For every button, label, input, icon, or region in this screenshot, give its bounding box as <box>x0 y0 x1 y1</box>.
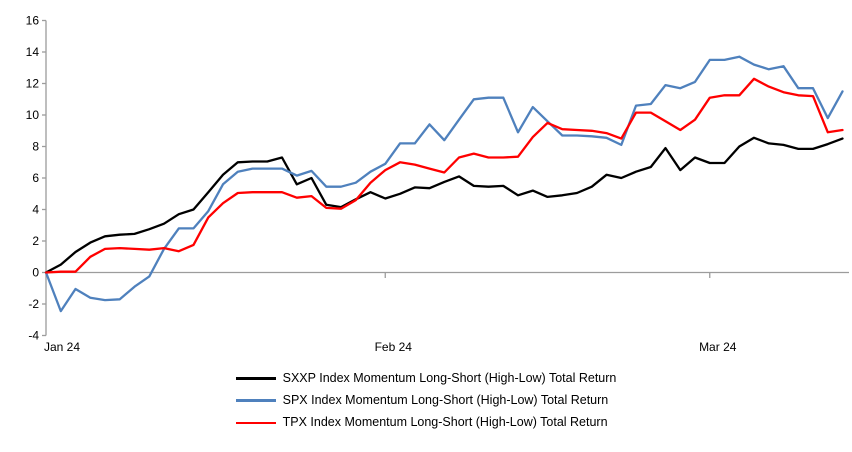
chart-legend-items: SXXP Index Momentum Long-Short (High-Low… <box>235 371 617 430</box>
legend-label: TPX Index Momentum Long-Short (High-Low)… <box>282 415 608 430</box>
legend-line-swatch <box>235 421 276 425</box>
y-axis-tick-label: 4 <box>32 203 39 217</box>
x-axis-tick-label: Jan 24 <box>44 340 80 354</box>
series-line-tpx <box>44 77 844 274</box>
y-axis-tick-label: 12 <box>26 77 40 91</box>
chart-legend: SXXP Index Momentum Long-Short (High-Low… <box>0 371 852 430</box>
x-axis-tick-label: Feb 24 <box>375 340 413 354</box>
y-axis-tick-label: 14 <box>26 45 40 59</box>
legend-label: SPX Index Momentum Long-Short (High-Low)… <box>282 393 609 408</box>
y-axis-tick-label: 10 <box>26 108 40 122</box>
legend-label: SXXP Index Momentum Long-Short (High-Low… <box>282 371 617 385</box>
legend-line-swatch <box>235 399 276 402</box>
x-axis-tick-label: Mar 24 <box>699 340 737 354</box>
line-chart-plot-area: 16 14 12 10 8 6 4 2 0 -2 -4 Jan 24 Feb 24 Mar 24 <box>26 14 849 354</box>
legend-item-spx: SPX Index Momentum Long-Short (High-Low)… <box>235 393 609 408</box>
y-axis-tick-label: 16 <box>26 14 40 28</box>
y-axis-tick-label: 8 <box>32 140 39 154</box>
legend-item-tpx: TPX Index Momentum Long-Short (High-Low)… <box>235 415 608 430</box>
legend-line-swatch <box>235 377 276 380</box>
y-axis-tick-label: 0 <box>32 266 39 280</box>
y-axis-tick-label: 6 <box>32 171 39 185</box>
series-line-sxxp <box>44 136 844 274</box>
legend-item-sxxp: SXXP Index Momentum Long-Short (High-Low… <box>235 371 617 385</box>
series-line-spx <box>44 55 844 313</box>
y-axis-tick-label: 2 <box>32 234 39 248</box>
y-axis-tick-label: -4 <box>28 329 39 343</box>
y-axis-tick-label: -2 <box>28 297 39 311</box>
